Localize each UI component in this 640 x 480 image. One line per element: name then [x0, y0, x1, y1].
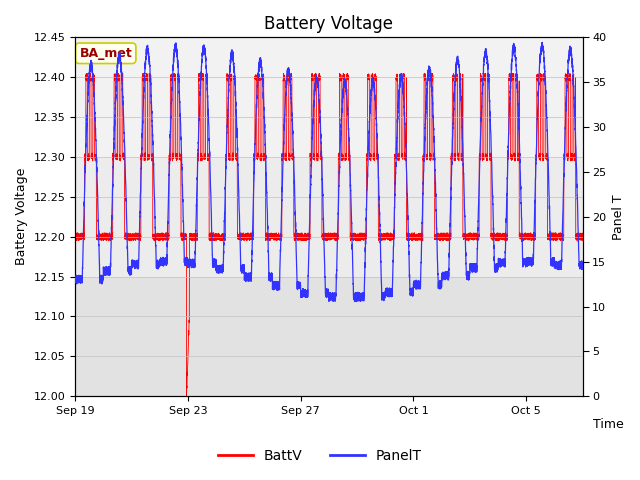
- Y-axis label: Battery Voltage: Battery Voltage: [15, 168, 28, 265]
- Y-axis label: Panel T: Panel T: [612, 194, 625, 240]
- Bar: [75, 157, 582, 276]
- Text: BA_met: BA_met: [79, 47, 132, 60]
- Title: Battery Voltage: Battery Voltage: [264, 15, 394, 33]
- Legend: BattV, PanelT: BattV, PanelT: [212, 443, 428, 468]
- X-axis label: Time: Time: [593, 418, 623, 431]
- Bar: [75, 276, 582, 396]
